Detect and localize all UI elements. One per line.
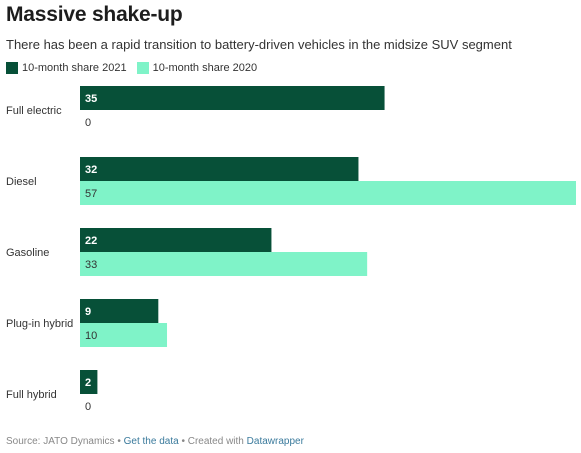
bar-full-electric-2021 — [80, 86, 385, 110]
legend-item-2021: 10-month share 2021 — [6, 62, 127, 74]
chart-title: Massive shake-up — [6, 3, 183, 26]
bar-chart: Full electric 35 0 Diesel 32 57 Gasoline 22 33 Pl… — [6, 86, 576, 413]
bar-plug-in-hybrid-2021 — [80, 299, 159, 323]
bar-gasoline-2020 — [80, 252, 368, 276]
legend-swatch-2021 — [6, 62, 18, 74]
category-label-full-electric: Full electric — [6, 105, 62, 117]
legend-item-2020: 10-month share 2020 — [136, 62, 258, 74]
chart-subtitle: There has been a rapid transition to bat… — [6, 37, 512, 52]
value-label-full-hybrid-2020: 0 — [85, 401, 91, 413]
category-label-full-hybrid: Full hybrid — [6, 389, 57, 401]
datawrapper-link[interactable]: Datawrapper — [246, 436, 304, 447]
category-label-gasoline: Gasoline — [6, 247, 49, 259]
bar-diesel-2020 — [80, 181, 576, 205]
category-label-diesel: Diesel — [6, 176, 37, 188]
category-label-plug-in-hybrid: Plug-in hybrid — [6, 318, 73, 330]
get-data-link[interactable]: Get the data — [123, 436, 179, 447]
footer: Source: JATO Dynamics • Get the data • C… — [6, 436, 304, 447]
value-label-plug-in-hybrid-2020: 10 — [85, 330, 97, 342]
value-label-gasoline-2021: 22 — [85, 235, 97, 247]
value-label-plug-in-hybrid-2021: 9 — [85, 306, 91, 318]
bar-full-hybrid-2021 — [80, 370, 98, 394]
value-label-full-electric-2021: 35 — [85, 93, 97, 105]
footer-separator: • — [114, 436, 124, 447]
bar-gasoline-2021 — [80, 228, 272, 252]
bar-plug-in-hybrid-2020 — [80, 323, 168, 347]
legend-label-2020: 10-month share 2020 — [152, 62, 258, 74]
value-label-full-hybrid-2021: 2 — [85, 377, 91, 389]
value-label-full-electric-2020: 0 — [85, 117, 91, 129]
value-label-gasoline-2020: 33 — [85, 259, 97, 271]
legend: 10-month share 2021 10-month share 2020 — [6, 61, 267, 75]
legend-swatch-2020 — [136, 62, 149, 74]
created-with-text: • Created with — [178, 436, 247, 447]
value-label-diesel-2020: 57 — [85, 188, 97, 200]
source-text: Source: JATO Dynamics — [6, 436, 115, 447]
value-label-diesel-2021: 32 — [85, 164, 97, 176]
bar-diesel-2021 — [80, 157, 359, 181]
legend-label-2021: 10-month share 2021 — [22, 62, 127, 74]
